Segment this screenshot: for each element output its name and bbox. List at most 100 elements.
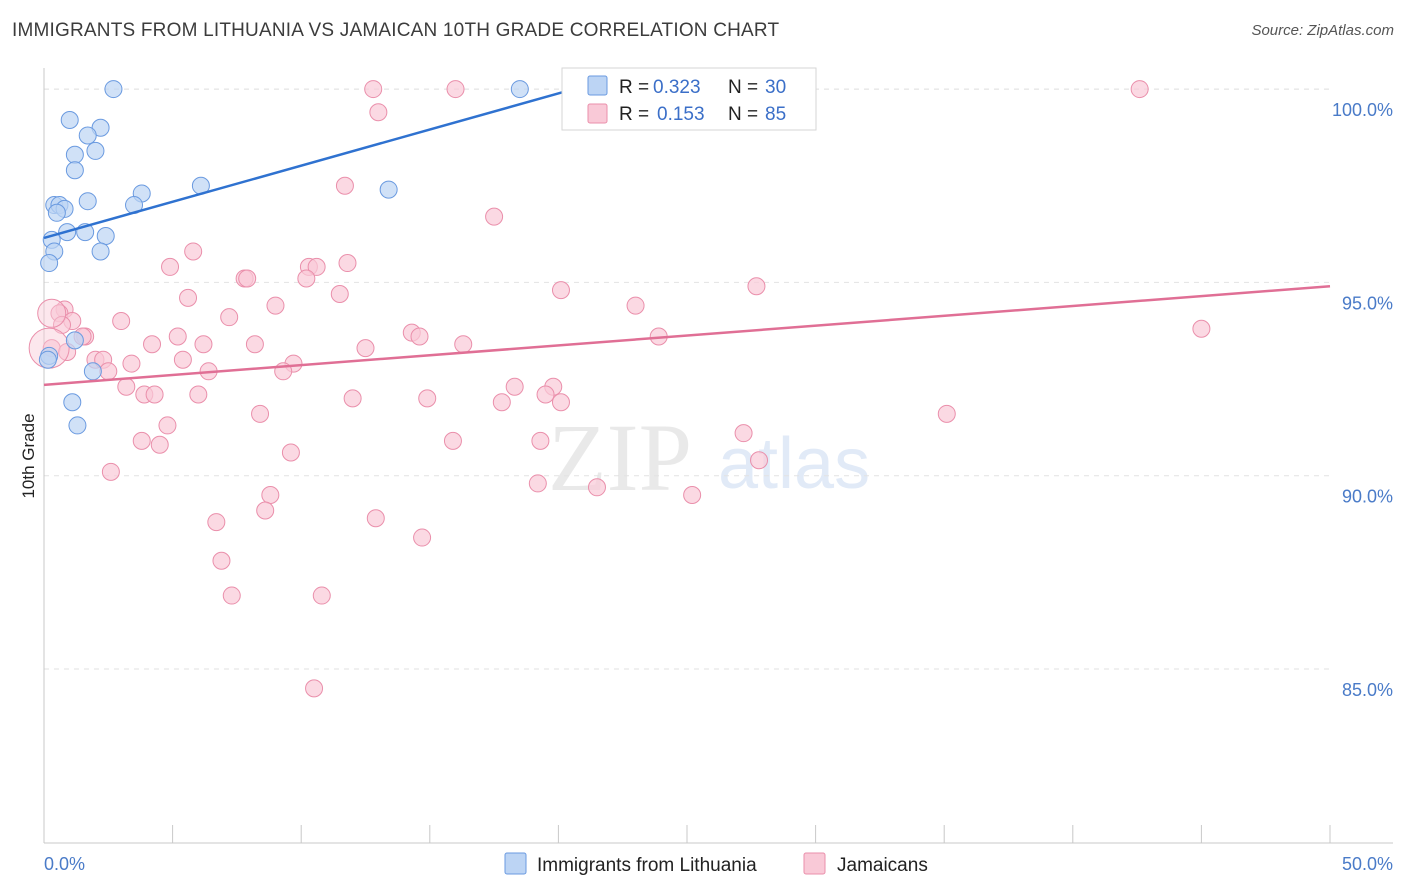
jamaicans-point bbox=[551, 393, 570, 412]
y-tick-label: 85.0% bbox=[1342, 680, 1393, 700]
jamaicans-point bbox=[330, 284, 349, 303]
legend-r-label-1: R = bbox=[619, 77, 649, 98]
jamaicans-point bbox=[37, 298, 67, 328]
jamaicans-point bbox=[173, 350, 192, 369]
jamaicans-point bbox=[158, 416, 177, 435]
watermark-zip: ZIP bbox=[548, 404, 692, 511]
y-tick-label: 90.0% bbox=[1342, 487, 1393, 507]
jamaicans-point bbox=[266, 296, 285, 315]
source-label: Source: ZipAtlas.com bbox=[1251, 22, 1394, 39]
lithuania-point bbox=[104, 80, 123, 99]
lithuania-trend-line bbox=[43, 87, 575, 240]
lithuania-point bbox=[86, 141, 105, 160]
lithuania-point bbox=[65, 161, 84, 180]
jamaicans-point bbox=[937, 404, 956, 423]
bottom-legend-swatch-blue bbox=[504, 852, 527, 875]
jamaicans-point bbox=[446, 80, 465, 99]
lithuania-point bbox=[63, 393, 82, 412]
legend-r-value-2: 0.153 bbox=[657, 104, 705, 125]
jamaicans-point bbox=[238, 269, 257, 288]
lithuania-point bbox=[96, 226, 115, 245]
lithuania-point bbox=[78, 192, 97, 211]
jamaicans-point bbox=[99, 362, 118, 381]
x-tick-label-max: 50.0% bbox=[1342, 854, 1393, 874]
jamaicans-point bbox=[145, 385, 164, 404]
series-legend: Immigrants from Lithuania Jamaicans bbox=[504, 852, 928, 876]
legend-n-label-1: N = bbox=[728, 77, 758, 98]
jamaicans-point bbox=[528, 474, 547, 493]
y-axis-label: 10th Grade bbox=[19, 413, 38, 498]
jamaicans-point bbox=[492, 393, 511, 412]
bottom-legend-label-lithuania: Immigrants from Lithuania bbox=[537, 855, 757, 876]
jamaicans-point bbox=[207, 513, 226, 532]
jamaicans-point bbox=[369, 103, 388, 122]
y-tick-label: 95.0% bbox=[1342, 293, 1393, 313]
jamaicans-point bbox=[454, 335, 473, 354]
jamaicans-point bbox=[122, 354, 141, 373]
jamaicans-point bbox=[101, 462, 120, 481]
trend-lines bbox=[43, 87, 1331, 387]
grid-lines bbox=[44, 88, 1330, 670]
lithuania-point bbox=[91, 242, 110, 261]
jamaicans-trend-line bbox=[43, 285, 1331, 387]
jamaicans-point bbox=[297, 269, 316, 288]
y-tick-label: 100.0% bbox=[1332, 100, 1393, 120]
jamaicans-point bbox=[222, 586, 241, 605]
lithuania-point bbox=[47, 203, 66, 222]
series-blue-points bbox=[38, 80, 529, 435]
legend-swatch-pink bbox=[587, 103, 608, 124]
lithuania-point bbox=[38, 350, 57, 369]
jamaicans-point bbox=[356, 339, 375, 358]
jamaicans-point bbox=[256, 501, 275, 520]
jamaicans-point bbox=[443, 431, 462, 450]
jamaicans-point bbox=[1192, 319, 1211, 338]
legend-n-value-1: 30 bbox=[765, 77, 786, 98]
jamaicans-point bbox=[335, 176, 354, 195]
jamaicans-point bbox=[1130, 80, 1149, 99]
jamaicans-point bbox=[683, 486, 702, 505]
legend-r-value-1: 0.323 bbox=[653, 77, 701, 98]
jamaicans-point bbox=[305, 679, 324, 698]
lithuania-point bbox=[379, 180, 398, 199]
lithuania-point bbox=[78, 126, 97, 145]
lithuania-point bbox=[510, 80, 529, 99]
jamaicans-point bbox=[364, 80, 383, 99]
legend-r-label-2: R = bbox=[619, 104, 649, 125]
legend-swatch-blue bbox=[587, 75, 608, 96]
jamaicans-point bbox=[212, 551, 231, 570]
chart-title: IMMIGRANTS FROM LITHUANIA VS JAMAICAN 10… bbox=[12, 20, 780, 41]
jamaicans-point bbox=[184, 242, 203, 261]
jamaicans-point bbox=[312, 586, 331, 605]
jamaicans-point bbox=[485, 207, 504, 226]
jamaicans-point bbox=[587, 478, 606, 497]
jamaicans-point bbox=[179, 288, 198, 307]
jamaicans-point bbox=[413, 528, 432, 547]
jamaicans-point bbox=[117, 377, 136, 396]
bottom-legend-swatch-pink bbox=[803, 852, 826, 875]
jamaicans-point bbox=[418, 389, 437, 408]
jamaicans-point bbox=[343, 389, 362, 408]
jamaicans-point bbox=[410, 327, 429, 346]
jamaicans-point bbox=[168, 327, 187, 346]
jamaicans-point bbox=[150, 435, 169, 454]
stats-legend: R = 0.323 N = 30 R = 0.153 N = 85 bbox=[561, 67, 817, 131]
lithuania-point bbox=[40, 254, 59, 273]
lithuania-point bbox=[68, 416, 87, 435]
jamaicans-point bbox=[750, 451, 769, 470]
jamaicans-point bbox=[747, 277, 766, 296]
jamaicans-point bbox=[161, 257, 180, 276]
x-tick-label-min: 0.0% bbox=[44, 854, 85, 874]
jamaicans-point bbox=[281, 443, 300, 462]
jamaicans-point bbox=[112, 312, 131, 331]
lithuania-point bbox=[65, 145, 84, 164]
legend-n-label-2: N = bbox=[728, 104, 758, 125]
y-tick-labels: 85.0% 90.0% 95.0% 100.0% bbox=[1332, 100, 1393, 700]
jamaicans-point bbox=[338, 254, 357, 273]
jamaicans-point bbox=[220, 308, 239, 327]
lithuania-point bbox=[65, 331, 84, 350]
jamaicans-point bbox=[531, 431, 550, 450]
jamaicans-point bbox=[194, 335, 213, 354]
axes bbox=[43, 68, 1393, 844]
jamaicans-point bbox=[307, 257, 326, 276]
series-pink-points bbox=[28, 80, 1211, 698]
